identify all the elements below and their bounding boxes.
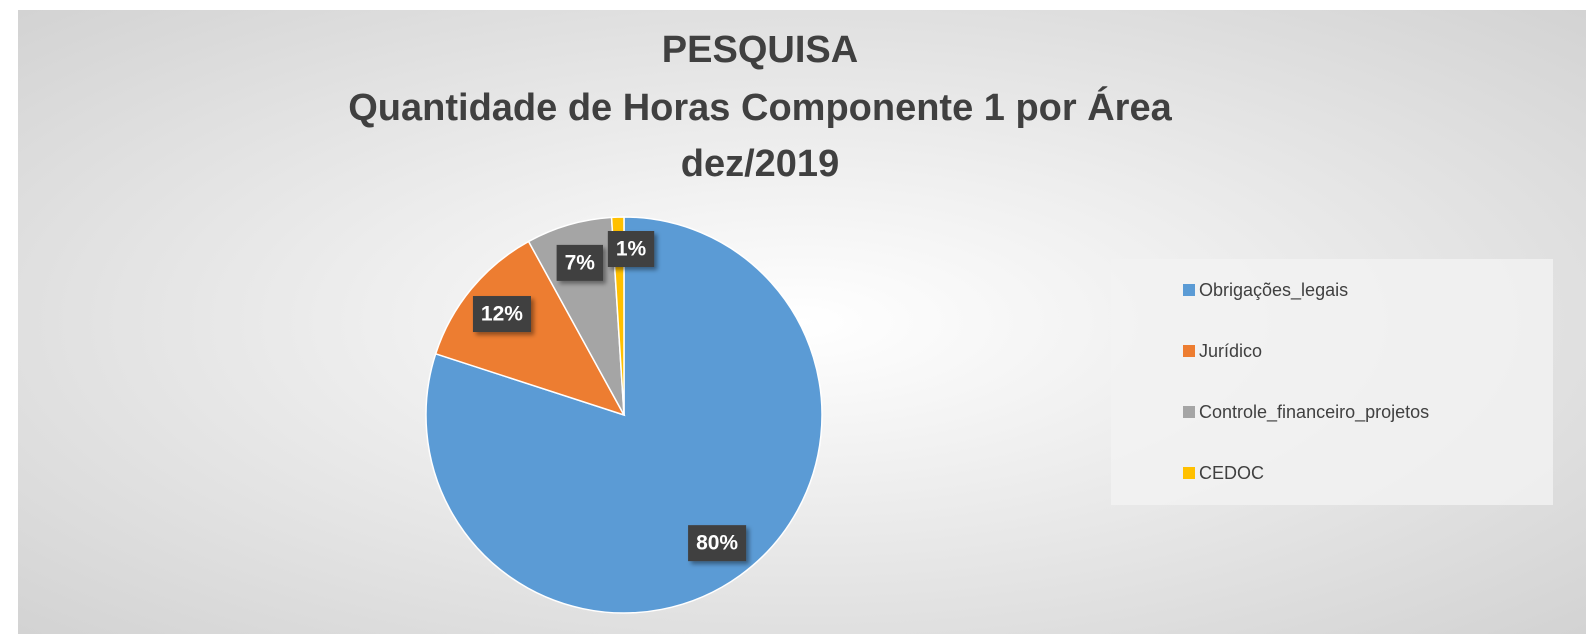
legend-swatch bbox=[1183, 406, 1195, 418]
legend-label: Jurídico bbox=[1199, 341, 1262, 361]
data-label: 12% bbox=[472, 296, 531, 333]
chart-title: PESQUISA bbox=[662, 29, 858, 71]
data-label: 80% bbox=[688, 525, 747, 562]
data-label-text: 12% bbox=[481, 303, 523, 326]
data-label-text: 80% bbox=[696, 532, 738, 555]
legend-box bbox=[1111, 259, 1553, 505]
data-label: 7% bbox=[556, 244, 603, 281]
data-label-text: 1% bbox=[616, 238, 647, 261]
data-label-box bbox=[556, 244, 603, 281]
legend-swatch bbox=[1183, 284, 1195, 296]
legend-label: CEDOC bbox=[1199, 463, 1264, 483]
chart-title: Quantidade de Horas Componente 1 por Áre… bbox=[348, 85, 1172, 129]
data-label-text: 7% bbox=[565, 251, 596, 274]
legend-swatch bbox=[1183, 467, 1195, 479]
data-label-box bbox=[472, 296, 531, 333]
data-label-box bbox=[688, 525, 747, 562]
legend-swatch bbox=[1183, 345, 1195, 357]
chart-title: dez/2019 bbox=[681, 143, 839, 185]
data-label: 1% bbox=[607, 231, 655, 267]
data-label-box bbox=[607, 231, 655, 267]
legend-label: Obrigações_legais bbox=[1199, 280, 1348, 301]
legend-label: Controle_financeiro_projetos bbox=[1199, 402, 1429, 423]
